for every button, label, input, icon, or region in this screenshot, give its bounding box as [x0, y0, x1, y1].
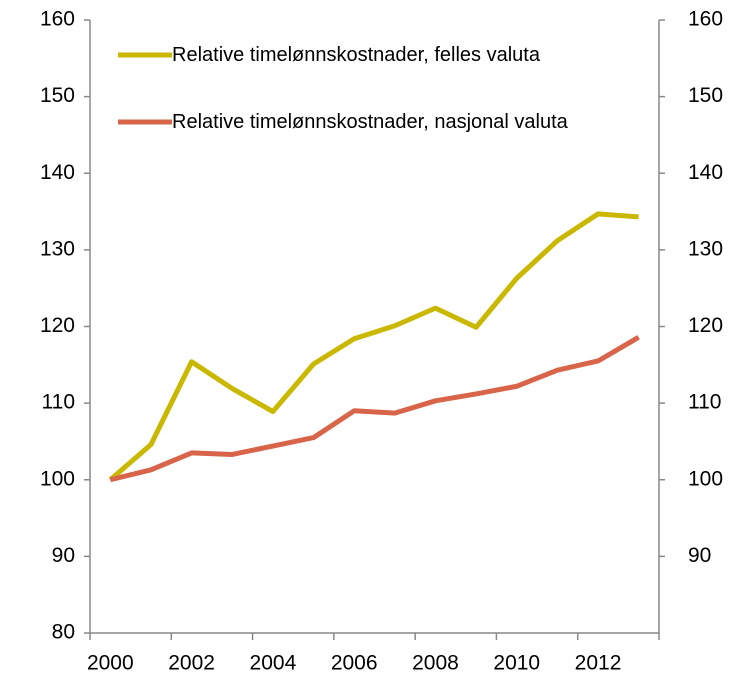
- x-tick-label: 2004: [250, 652, 297, 675]
- y2-tick-label: 150: [688, 84, 723, 107]
- y2-tick-label: 120: [688, 314, 723, 337]
- legend-label: Relative timelønnskostnader, nasjonal va…: [172, 111, 568, 133]
- y-tick-label: 90: [52, 544, 75, 567]
- y-tick-label: 80: [52, 621, 75, 644]
- x-tick-label: 2008: [412, 652, 459, 675]
- y2-tick-label: 110: [688, 391, 721, 414]
- x-tick-label: 2002: [168, 652, 215, 675]
- x-tick-label: 2006: [331, 652, 378, 675]
- y-tick-label: 100: [40, 467, 75, 490]
- y2-tick-label: 130: [688, 237, 723, 260]
- y2-tick-label: 100: [688, 467, 723, 490]
- y-tick-label: 130: [40, 237, 75, 260]
- x-tick-label: 2010: [493, 652, 540, 675]
- y2-tick-label: 90: [688, 544, 711, 567]
- data-line: [109, 335, 640, 483]
- y-tick-label: 140: [40, 161, 75, 184]
- y2-tick-label: 160: [688, 8, 723, 31]
- y-tick-label: 120: [40, 314, 75, 337]
- y-tick-label: 110: [42, 391, 75, 414]
- x-tick-label: 2000: [87, 652, 134, 675]
- y2-tick-label: 140: [688, 161, 723, 184]
- legend-label: Relative timelønnskostnader, felles valu…: [172, 44, 540, 66]
- y-tick-label: 160: [40, 8, 75, 31]
- x-tick-label: 2012: [575, 652, 622, 675]
- y-tick-label: 150: [40, 84, 75, 107]
- data-line: [108, 211, 639, 482]
